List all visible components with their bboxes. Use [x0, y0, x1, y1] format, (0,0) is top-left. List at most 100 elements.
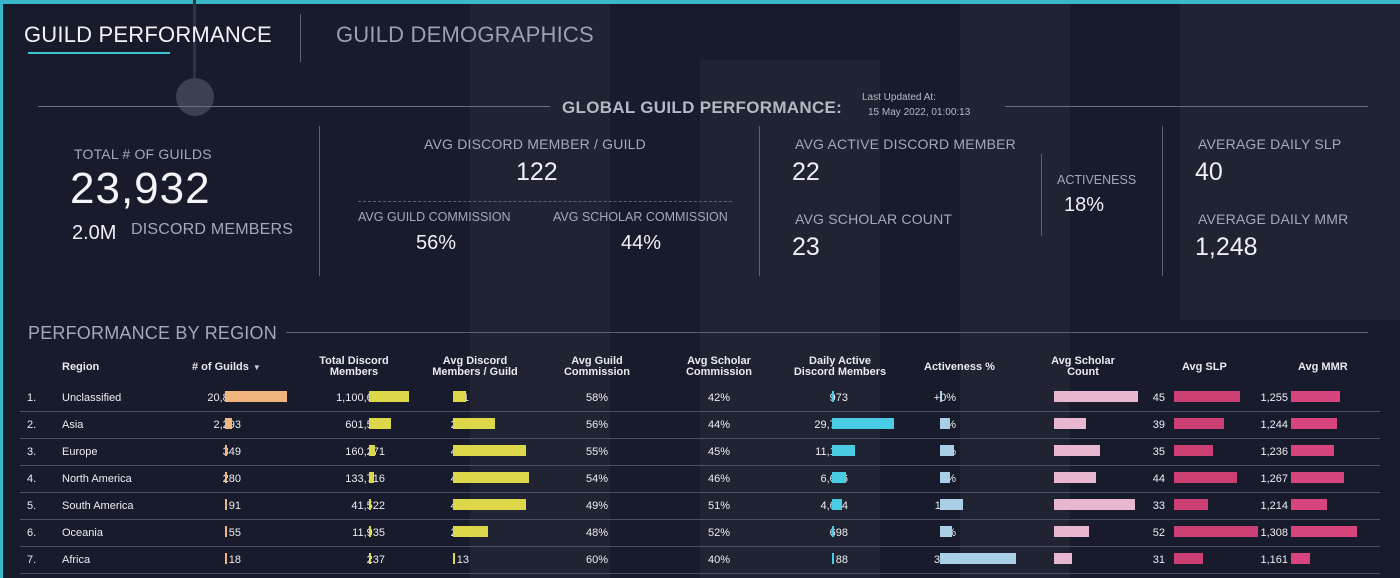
bar-guilds: [225, 553, 227, 564]
sort-down-icon[interactable]: ▼: [252, 363, 261, 372]
avg-scholar-commission-label: AVG SCHOLAR COMMISSION: [553, 210, 728, 224]
bar-avg-members: [453, 418, 495, 429]
bar-guilds: [225, 391, 287, 402]
last-updated-label: Last Updated At:: [862, 92, 936, 103]
avg-discord-member-label: AVG DISCORD MEMBER / GUILD: [424, 136, 646, 152]
row-region: Africa: [62, 554, 91, 566]
cell-guilds: 18: [228, 554, 241, 566]
cell-total-members: 11,935: [352, 527, 385, 540]
bar-scholar-count: [1054, 445, 1100, 456]
row-region: South America: [62, 500, 134, 512]
bar-mmr: [1291, 499, 1328, 510]
total-guilds-value: 23,932: [70, 164, 211, 213]
header-avg-mmr[interactable]: Avg MMR: [1298, 361, 1348, 373]
cell-guilds: 55: [228, 527, 241, 539]
bar-mmr: [1291, 472, 1344, 483]
header-guilds[interactable]: # of Guilds ▼: [192, 362, 261, 373]
cell-total-members: 160,271: [345, 446, 385, 458]
avg-active-discord-member-value: 22: [792, 158, 820, 186]
table-row[interactable]: 6.Oceania5511,9352176986%1048%52%521,308: [20, 520, 1380, 547]
bar-mmr: [1291, 445, 1335, 456]
bar-daily-active: [832, 526, 834, 537]
table-row[interactable]: 4.North America280133,7164786,6365%1254%…: [20, 466, 1380, 493]
row-index: 4.: [27, 473, 37, 485]
cell-daily-active: 698: [829, 527, 848, 539]
bar-avg-members: [453, 526, 488, 537]
header-avg-discord-members[interactable]: Avg Discord Members / Guild: [420, 356, 530, 378]
header-daily-active-discord-members[interactable]: Daily Active Discord Members: [780, 356, 900, 378]
top-accent-line: [0, 0, 1400, 4]
cell-slp: 31: [1152, 554, 1165, 566]
row-region: Oceania: [62, 527, 103, 539]
bar-activeness: [940, 391, 942, 402]
table-row[interactable]: 3.Europe349160,27145911,1047%1355%45%351…: [20, 439, 1380, 466]
bar-daily-active: [832, 553, 834, 564]
cell-scholar-commission: 40%: [708, 554, 731, 566]
bar-guilds: [225, 526, 227, 537]
header-region[interactable]: Region: [62, 361, 100, 373]
kpi-divider-3: [1041, 154, 1042, 236]
global-performance-title: GLOBAL GUILD PERFORMANCE:: [562, 98, 843, 117]
kpi-divider-1: [319, 126, 320, 276]
bar-avg-members: [453, 445, 526, 456]
avg-discord-member-value: 122: [516, 158, 558, 186]
row-index: 1.: [27, 392, 37, 404]
header-avg-guild-commission[interactable]: Avg Guild Commission: [545, 356, 649, 378]
header-daily-active-line2: Discord Members: [793, 366, 887, 378]
table-row[interactable]: 7.Africa18237138837%560%40%311,161: [20, 547, 1380, 574]
bar-daily-active: [832, 445, 856, 456]
bar-activeness: [940, 499, 963, 510]
header-activeness[interactable]: Activeness %: [924, 361, 995, 373]
avg-active-discord-member-label: AVG ACTIVE DISCORD MEMBER: [795, 136, 1016, 152]
header-avg-scholar-commission[interactable]: Avg Scholar Commission: [668, 356, 770, 378]
tab-guild-demographics[interactable]: GUILD DEMOGRAPHICS: [336, 22, 594, 47]
row-index: 5.: [27, 500, 37, 512]
header-avg-scholar-count[interactable]: Avg Scholar Count: [1040, 356, 1126, 378]
tab-guild-performance[interactable]: GUILD PERFORMANCE: [24, 22, 272, 47]
cell-daily-active: 973: [829, 392, 848, 404]
cell-mmr: 1,255: [1260, 392, 1288, 404]
global-header-line-left: [38, 106, 550, 107]
row-divider: [20, 438, 1380, 439]
bar-scholar-count: [1054, 499, 1135, 510]
bar-mmr: [1291, 526, 1357, 537]
bar-scholar-count: [1054, 553, 1072, 564]
tab-divider: [300, 14, 301, 62]
header-avg-scholar-count-line2: Count: [1067, 366, 1099, 378]
cell-guild-commission: 55%: [586, 446, 609, 458]
header-total-discord-members[interactable]: Total Discord Members: [300, 356, 408, 378]
bar-scholar-count: [1054, 391, 1138, 402]
discord-members-label: DISCORD MEMBERS: [131, 221, 294, 238]
bar-daily-active: [832, 391, 835, 402]
bar-total-members: [369, 553, 371, 564]
row-index: 6.: [27, 527, 37, 539]
table-row[interactable]: 2.Asia2,293601,53126329,7675%956%44%391,…: [20, 412, 1380, 439]
row-divider: [20, 411, 1380, 412]
global-header-line-right: [1005, 106, 1368, 107]
row-divider: [20, 546, 1380, 547]
avg-guild-commission-value: 56%: [416, 232, 457, 254]
cell-slp: 39: [1152, 419, 1165, 431]
bar-total-members: [369, 445, 375, 456]
header-total-discord-members-line2: Members: [329, 366, 379, 378]
table-row[interactable]: 1.Unclassified20,8461,100,68581973+0%245…: [20, 385, 1380, 412]
bar-activeness: [940, 445, 955, 456]
cell-guilds: 349: [222, 446, 241, 458]
bar-scholar-count: [1054, 526, 1089, 537]
header-guilds-label: # of Guilds: [192, 361, 249, 373]
average-daily-slp-label: AVERAGE DAILY SLP: [1198, 136, 1342, 152]
row-divider: [20, 519, 1380, 520]
row-divider: [20, 492, 1380, 493]
bar-slp: [1174, 526, 1258, 537]
table-row[interactable]: 5.South America9141,5224564,63411%2349%5…: [20, 493, 1380, 520]
bar-guilds: [225, 418, 232, 429]
cell-mmr: 1,236: [1260, 446, 1288, 458]
total-guilds-label: TOTAL # OF GUILDS: [74, 146, 212, 162]
row-divider: [20, 465, 1380, 466]
cell-scholar-commission: 51%: [708, 500, 731, 512]
performance-by-region-title: PERFORMANCE BY REGION: [28, 323, 277, 343]
header-avg-slp[interactable]: Avg SLP: [1182, 361, 1227, 373]
cell-total-members: 237: [366, 554, 385, 566]
cell-guilds: 280: [222, 473, 241, 485]
bar-scholar-count: [1054, 418, 1086, 429]
